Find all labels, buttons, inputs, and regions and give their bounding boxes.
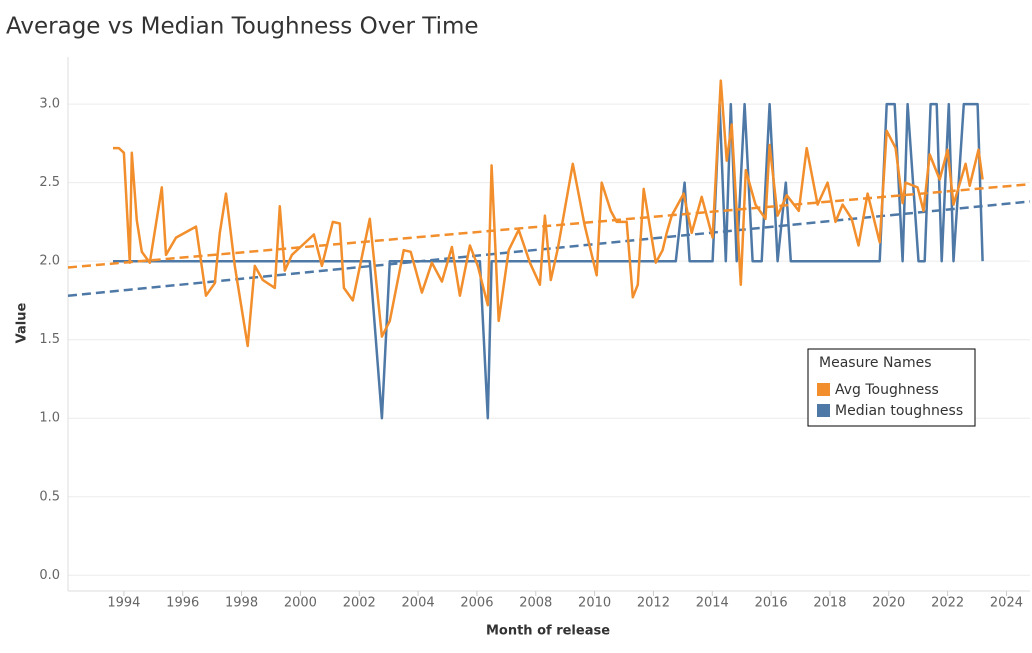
y-tick-label: 0.5: [39, 489, 60, 504]
x-tick-label: 2004: [402, 596, 435, 611]
x-tick-label: 2022: [931, 596, 964, 611]
x-tick-label: 2000: [284, 596, 317, 611]
y-tick-label: 2.5: [39, 175, 60, 190]
legend-label: Median toughness: [835, 403, 963, 419]
y-tick-label: 2.0: [39, 254, 60, 269]
series-line: [113, 102, 984, 420]
legend-box: [807, 348, 976, 427]
x-tick-label: 2016: [755, 596, 788, 611]
legend-swatch: [817, 383, 830, 396]
legend-title: Measure Names: [819, 355, 932, 371]
y-tick-label: 3.0: [39, 97, 60, 112]
x-tick-label: 2010: [578, 596, 611, 611]
y-axis-title: Value: [15, 302, 30, 343]
legend: Measure Names Avg Toughness Median toughn…: [807, 348, 976, 427]
x-tick-label: 1996: [166, 596, 199, 611]
x-tick-label: 2014: [696, 596, 729, 611]
plot-area: [67, 79, 1031, 420]
y-tick-label: 1.5: [39, 332, 60, 347]
x-tick-label: 2012: [637, 596, 670, 611]
x-tick-label: 2006: [460, 596, 493, 611]
x-tick-label: 2002: [343, 596, 376, 611]
series-line: [113, 79, 984, 348]
chart-title: Average vs Median Toughness Over Time: [6, 14, 479, 40]
x-tick-label: 2018: [813, 596, 846, 611]
x-tick-label: 2020: [872, 596, 905, 611]
y-tick-label: 0.0: [39, 568, 60, 583]
x-axis-title: Month of release: [486, 624, 610, 639]
x-tick-label: 1998: [225, 596, 258, 611]
grid: 0.0 0.5 1.0 1.5 2.0 2.5 3.0 1994 1996 1998 2000 200…: [39, 57, 1030, 611]
legend-swatch: [817, 404, 830, 417]
x-tick-label: 1994: [107, 596, 140, 611]
legend-label: Avg Toughness: [835, 382, 939, 398]
x-tick-label: 2008: [519, 596, 552, 611]
x-tick-label: 2024: [990, 596, 1023, 611]
y-tick-label: 1.0: [39, 411, 60, 426]
